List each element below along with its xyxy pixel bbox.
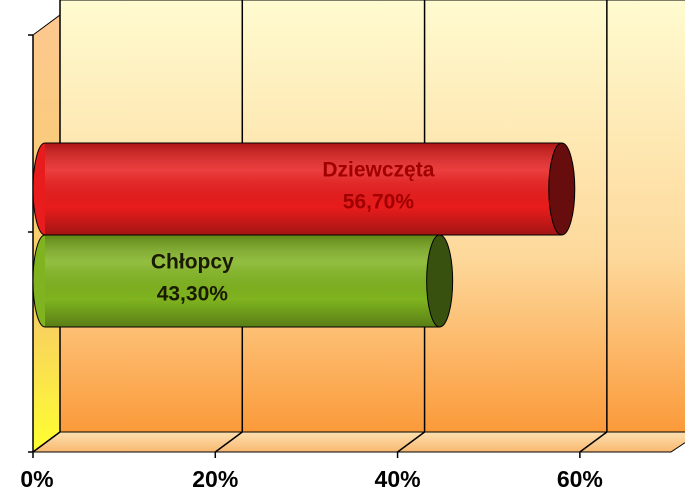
x-tick-label: 20% — [192, 466, 238, 492]
bar-shade — [45, 143, 562, 235]
data-label: 56,70% — [343, 191, 415, 214]
x-tick-label: 60% — [557, 466, 603, 492]
bar-name: Dziewczęta — [322, 159, 434, 182]
x-tick-label: 40% — [375, 466, 421, 492]
floor-grid-line — [32, 431, 61, 453]
bar-name: Chłopcy — [151, 251, 234, 274]
x-tick-label: 0% — [20, 466, 53, 492]
floor-grid-line — [579, 431, 608, 453]
floor-grid-line — [397, 431, 426, 453]
bar-shade — [45, 235, 440, 327]
bar — [32, 234, 454, 328]
bar — [32, 142, 576, 236]
floor — [31, 431, 685, 453]
floor-grid-line — [214, 431, 243, 453]
bar-end — [426, 234, 454, 328]
bar-end — [548, 142, 576, 236]
data-label: 43,30% — [157, 283, 229, 306]
